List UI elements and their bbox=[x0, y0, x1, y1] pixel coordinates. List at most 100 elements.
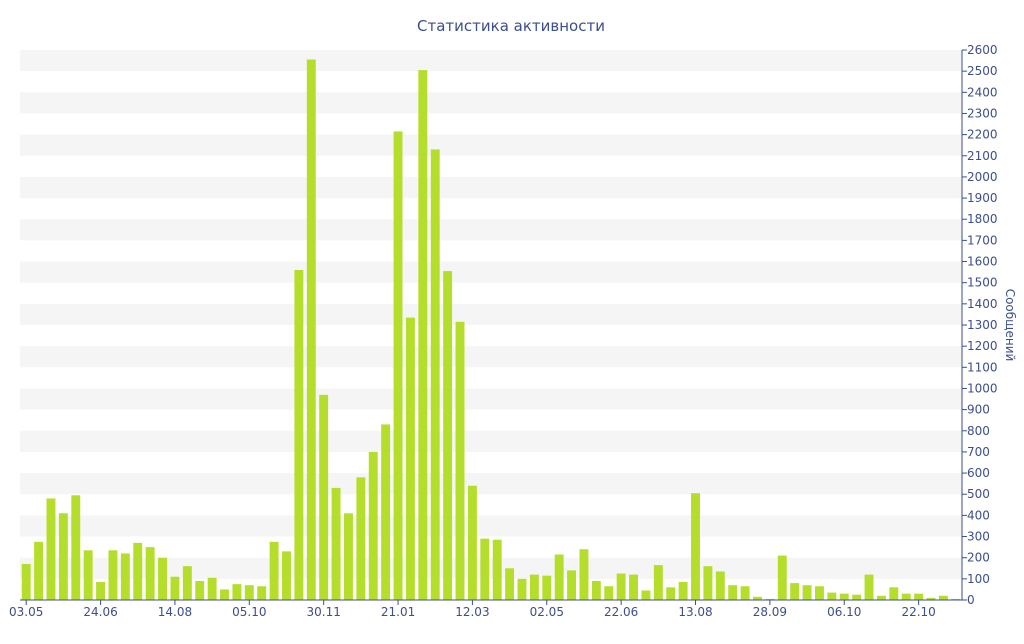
x-tick-label: 12.03 bbox=[455, 605, 489, 619]
chart-title: Статистика активности bbox=[417, 17, 605, 35]
bar bbox=[815, 586, 824, 600]
bar bbox=[827, 592, 837, 600]
bar bbox=[368, 451, 378, 600]
y-tick-label: 1200 bbox=[967, 339, 998, 353]
bar bbox=[319, 394, 329, 600]
bar bbox=[777, 555, 787, 600]
y-tick-label: 100 bbox=[967, 572, 990, 586]
y-tick-label: 2500 bbox=[967, 64, 998, 78]
bar bbox=[542, 575, 552, 600]
grid-band bbox=[20, 92, 962, 114]
bar bbox=[282, 551, 291, 600]
grid-band bbox=[20, 557, 962, 579]
x-tick-label: 28.09 bbox=[753, 605, 787, 619]
y-tick-label: 2300 bbox=[967, 106, 998, 120]
grid-band bbox=[20, 261, 962, 283]
bar bbox=[876, 595, 886, 600]
bar bbox=[120, 553, 130, 600]
y-tick-label: 400 bbox=[967, 508, 990, 522]
bar bbox=[666, 587, 676, 600]
bar bbox=[753, 596, 762, 600]
bar bbox=[96, 582, 106, 600]
y-tick-label: 1700 bbox=[967, 233, 998, 247]
grid-band bbox=[20, 430, 962, 452]
bar bbox=[220, 589, 229, 600]
grid-band bbox=[20, 515, 962, 537]
bar bbox=[58, 513, 68, 600]
bar bbox=[492, 539, 502, 600]
bar bbox=[455, 321, 465, 600]
bar bbox=[232, 584, 242, 600]
bar bbox=[703, 566, 713, 600]
grid-band bbox=[20, 134, 962, 156]
grid-band bbox=[20, 50, 962, 72]
x-tick-label: 06.10 bbox=[827, 605, 861, 619]
bar bbox=[145, 547, 155, 600]
bar bbox=[195, 580, 205, 600]
bar bbox=[591, 580, 601, 600]
y-tick-label: 200 bbox=[967, 551, 990, 565]
y-tick-label: 1300 bbox=[967, 318, 998, 332]
bar bbox=[505, 568, 515, 600]
grid-band bbox=[20, 303, 962, 325]
x-tick-label: 14.08 bbox=[158, 605, 192, 619]
bar bbox=[182, 566, 192, 600]
y-tick-label: 1800 bbox=[967, 212, 998, 226]
grid-band bbox=[20, 346, 962, 368]
bar bbox=[938, 595, 948, 600]
grid-band bbox=[20, 176, 962, 199]
bar bbox=[554, 554, 564, 600]
bar bbox=[480, 538, 490, 600]
y-tick-label: 2600 bbox=[967, 43, 998, 57]
y-tick-label: 2100 bbox=[967, 149, 998, 163]
x-tick-label: 22.10 bbox=[901, 605, 935, 619]
bar bbox=[306, 59, 316, 600]
bar bbox=[715, 571, 725, 600]
bar bbox=[381, 424, 391, 600]
y-tick-label: 2000 bbox=[967, 170, 998, 184]
y-tick-label: 300 bbox=[967, 530, 990, 544]
bar bbox=[790, 583, 800, 600]
bar bbox=[257, 586, 267, 600]
bar bbox=[889, 587, 899, 600]
bar bbox=[926, 597, 936, 600]
bar bbox=[864, 574, 874, 600]
x-tick-label: 30.11 bbox=[306, 605, 340, 619]
bar bbox=[71, 495, 81, 600]
bar bbox=[691, 493, 700, 600]
x-tick-label: 22.06 bbox=[604, 605, 638, 619]
y-tick-label: 600 bbox=[967, 466, 990, 480]
bar bbox=[207, 577, 217, 600]
x-tick-label: 05.10 bbox=[232, 605, 266, 619]
bar bbox=[629, 574, 638, 600]
bar bbox=[393, 131, 403, 600]
bar bbox=[641, 590, 651, 600]
y-axis-label: Сообщений bbox=[1003, 289, 1017, 362]
y-tick-label: 2200 bbox=[967, 128, 998, 142]
bar bbox=[728, 585, 738, 600]
y-tick-label: 1100 bbox=[967, 360, 998, 374]
y-tick-label: 1000 bbox=[967, 381, 998, 395]
y-tick-label: 0 bbox=[967, 593, 975, 607]
x-tick-label: 02.05 bbox=[530, 605, 564, 619]
x-tick-label: 13.08 bbox=[678, 605, 712, 619]
bar bbox=[356, 477, 366, 600]
y-tick-label: 900 bbox=[967, 403, 990, 417]
bar bbox=[951, 598, 961, 600]
bar bbox=[34, 541, 44, 600]
bar bbox=[331, 487, 341, 600]
bar bbox=[740, 586, 750, 600]
bar bbox=[604, 586, 614, 600]
y-tick-label: 500 bbox=[967, 487, 990, 501]
bar bbox=[678, 582, 688, 600]
bar bbox=[83, 550, 93, 600]
y-tick-label: 2400 bbox=[967, 85, 998, 99]
bar bbox=[46, 498, 56, 600]
bar bbox=[517, 578, 527, 600]
bar bbox=[653, 565, 663, 600]
bar bbox=[418, 70, 428, 601]
bar bbox=[21, 564, 31, 600]
axes: 0 100 200 300 400 500 600 700 800 900 1000 1100 1200… bbox=[9, 43, 998, 619]
bar bbox=[901, 593, 911, 600]
